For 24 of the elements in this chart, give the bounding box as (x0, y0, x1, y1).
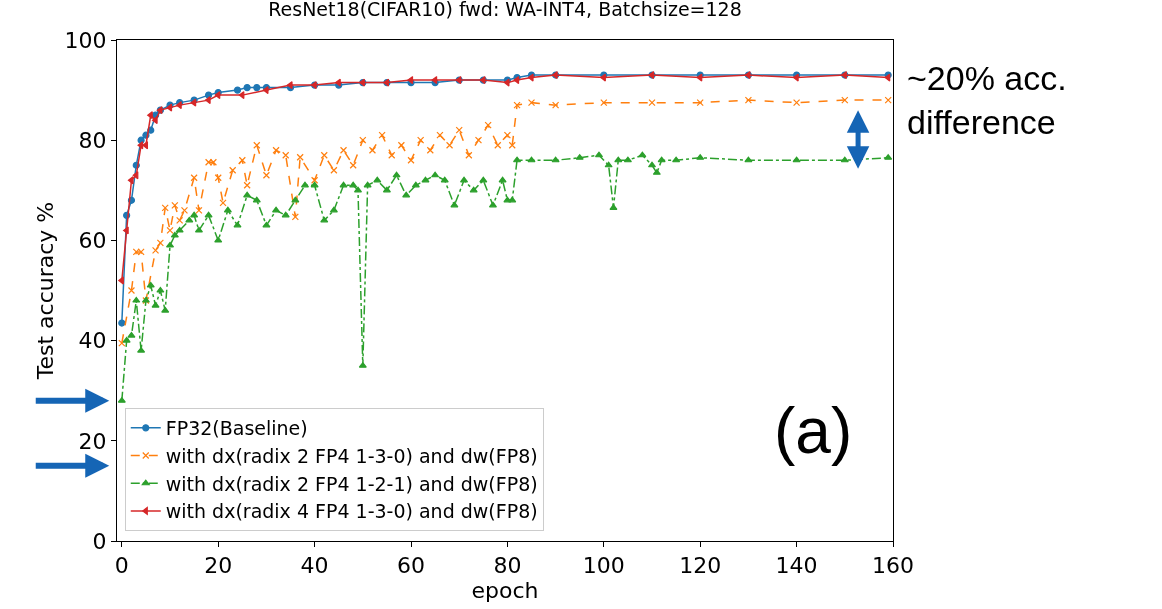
x-tick-label: 0 (114, 553, 129, 579)
legend-label: FP32(Baseline) (165, 417, 308, 440)
y-tick-label: 20 (78, 428, 107, 454)
x-tick-label: 40 (300, 553, 329, 579)
y-tick-label: 80 (78, 127, 107, 153)
x-tick-label: 20 (204, 553, 233, 579)
y-axis-title: Test accuracy % (33, 201, 59, 381)
x-tick-label: 120 (679, 553, 722, 579)
legend-label: with dx(radix 4 FP4 1-3-0) and dw(FP8) (165, 500, 538, 523)
legend-label: with dx(radix 2 FP4 1-3-0) and dw(FP8) (165, 444, 538, 467)
annotation: (a) (774, 395, 853, 467)
chart-title: ResNet18(CIFAR10) fwd: WA-INT4, Batchsize=128 (268, 0, 742, 21)
text: ~20% acc. difference (907, 59, 1067, 142)
x-tick-label: 140 (775, 553, 818, 579)
y-tick-label: 60 (78, 228, 107, 254)
y-tick-label: 40 (78, 328, 107, 354)
y-tick-label: 100 (64, 27, 107, 53)
x-tick-label: 80 (493, 553, 522, 579)
legend-label: with dx(radix 2 FP4 1-2-1) and dw(FP8) (165, 472, 538, 495)
x-tick-label: 160 (872, 553, 914, 579)
x-tick-label: 60 (397, 553, 426, 579)
x-tick-label: 100 (582, 553, 625, 579)
y-tick-label: 0 (92, 528, 107, 554)
x-axis-title: epoch (471, 578, 539, 604)
